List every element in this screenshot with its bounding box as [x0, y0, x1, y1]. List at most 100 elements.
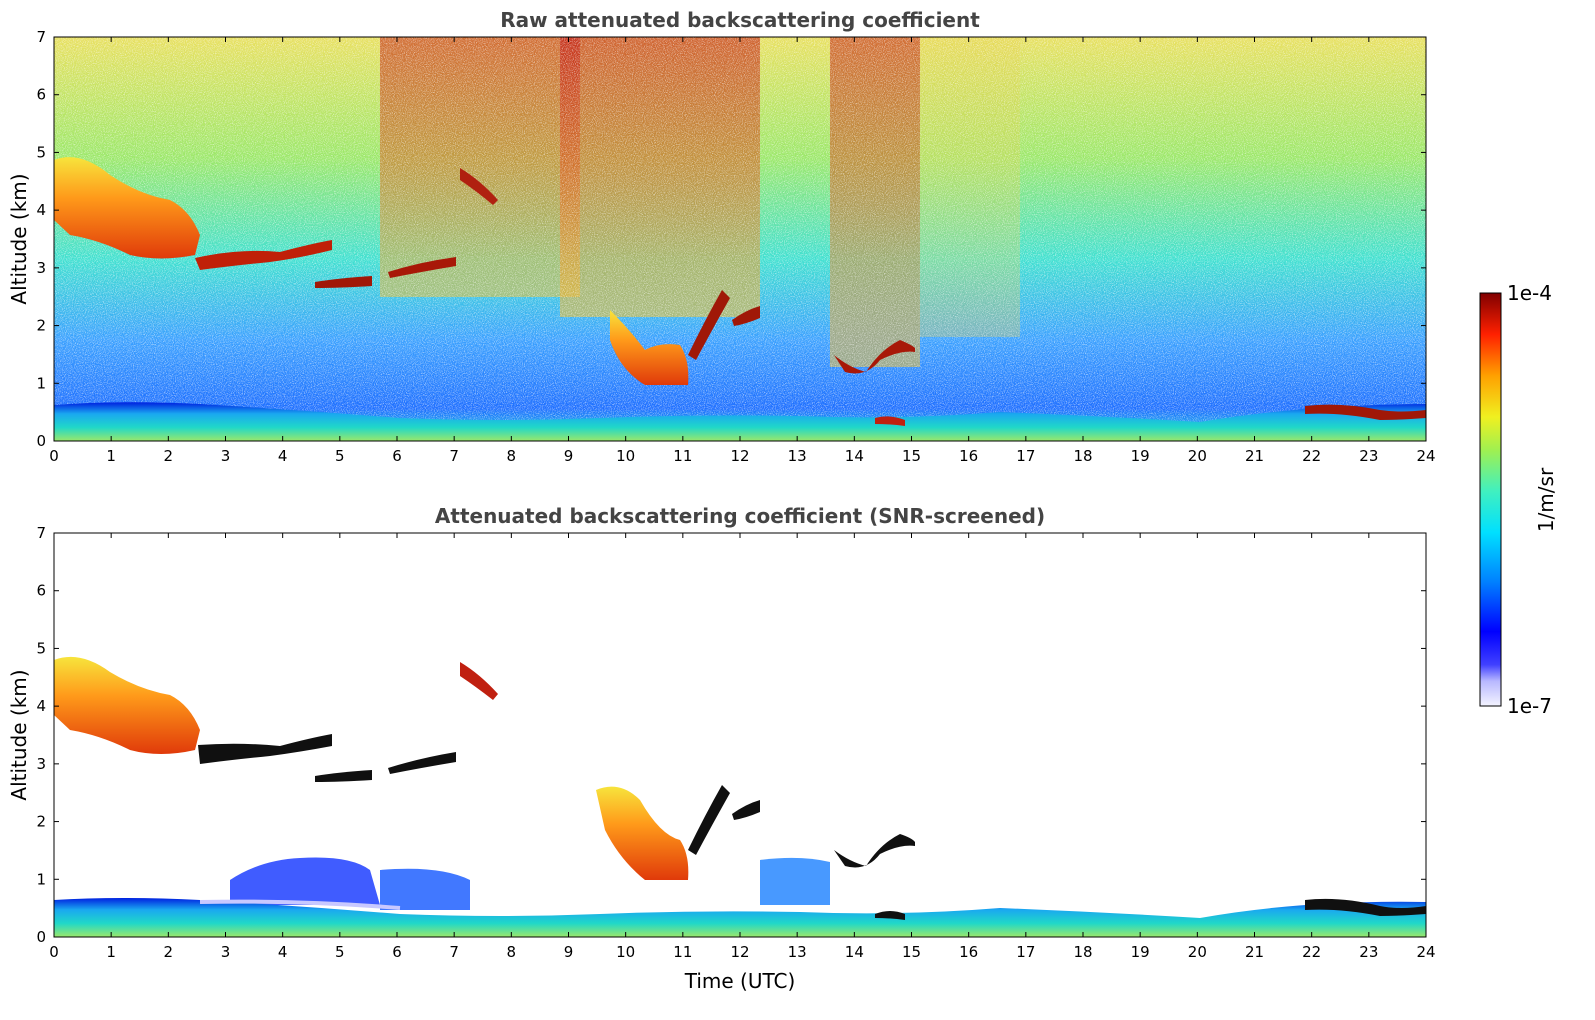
raw-cloud-2 [195, 240, 332, 270]
heatmap-screened [54, 533, 1426, 937]
x-tick-label: 14 [845, 943, 864, 961]
x-tick-label: 7 [449, 943, 459, 961]
x-tick-label: 21 [1245, 943, 1264, 961]
x-tick-label: 8 [507, 447, 517, 465]
screened-streak [199, 899, 401, 910]
screened-cloud-4b [460, 662, 498, 700]
x-tick-label: 21 [1245, 447, 1264, 465]
y-tick-label: 7 [36, 28, 46, 46]
panel-raw: Raw attenuated backscattering coefficien… [7, 8, 1436, 465]
x-tick-label: 8 [507, 943, 517, 961]
x-tick-label: 5 [335, 943, 345, 961]
y-tick-label: 6 [36, 86, 46, 104]
x-tick-label: 11 [673, 943, 692, 961]
y-tick-label: 4 [36, 201, 46, 219]
x-tick-label: 6 [392, 943, 402, 961]
ylabel-screened: Altitude (km) [7, 669, 31, 800]
x-tick-label: 19 [1131, 447, 1150, 465]
heatmap-raw [54, 37, 1426, 441]
x-tick-label: 14 [845, 447, 864, 465]
x-tick-label: 10 [616, 447, 635, 465]
x-tick-label: 22 [1302, 943, 1321, 961]
screened-cloud-5 [596, 786, 689, 880]
colorbar: 1e-4 1e-7 1/m/sr [1479, 281, 1558, 718]
screened-cloud-3 [315, 770, 372, 782]
x-tick-label: 9 [564, 447, 574, 465]
x-tick-label: 10 [616, 943, 635, 961]
x-tick-label: 12 [730, 447, 749, 465]
screened-cloud-6b [732, 800, 760, 820]
x-tick-label: 16 [959, 943, 978, 961]
raw-cloud-7 [834, 340, 915, 374]
x-tick-label: 2 [164, 447, 174, 465]
x-tick-label: 17 [1016, 943, 1035, 961]
y-tick-label: 2 [36, 813, 46, 831]
x-tick-label: 1 [106, 943, 116, 961]
x-tick-label: 0 [49, 943, 59, 961]
ticks-raw: 0 1 2 3 4 5 6 7 8 9 10 11 12 13 14 15 16 17 18 19 20 21 22 23 24… [36, 28, 1435, 465]
raw-cloud-4b [460, 168, 498, 205]
x-tick-label: 20 [1188, 943, 1207, 961]
raw-boundary-layer [54, 402, 1426, 441]
colorbar-units-label: 1/m/sr [1534, 467, 1558, 532]
y-tick-label: 4 [36, 697, 46, 715]
raw-cloud-3 [315, 276, 372, 288]
raw-cloud-4 [388, 257, 456, 278]
x-tick-label: 4 [278, 447, 288, 465]
screened-cloud-1 [54, 656, 200, 754]
colorbar-max-label: 1e-4 [1507, 281, 1552, 305]
ticks-screened: 0 1 2 3 4 5 6 7 8 9 10 11 12 13 14 15 16 17 18 19 20 21 22 23 24… [36, 524, 1435, 961]
x-tick-label: 23 [1359, 447, 1378, 465]
x-tick-label: 24 [1416, 943, 1435, 961]
x-tick-label: 1 [106, 447, 116, 465]
raw-cloud-5 [610, 310, 689, 385]
y-tick-label: 6 [36, 582, 46, 600]
panel-screened: Attenuated backscattering coefficient (S… [7, 504, 1436, 993]
y-tick-label: 5 [36, 639, 46, 657]
x-tick-label: 0 [49, 447, 59, 465]
x-tick-label: 11 [673, 447, 692, 465]
title-screened: Attenuated backscattering coefficient (S… [435, 504, 1045, 528]
x-tick-label: 9 [564, 943, 574, 961]
y-tick-label: 0 [36, 928, 46, 946]
x-tick-label: 4 [278, 943, 288, 961]
y-tick-label: 7 [36, 524, 46, 542]
x-tick-label: 12 [730, 943, 749, 961]
x-tick-label: 20 [1188, 447, 1207, 465]
y-tick-label: 0 [36, 432, 46, 450]
colorbar-min-label: 1e-7 [1507, 694, 1552, 718]
raw-cloud-6b [732, 306, 760, 326]
y-tick-label: 1 [36, 374, 46, 392]
screened-cloud-9 [875, 911, 905, 920]
x-tick-label: 15 [902, 943, 921, 961]
raw-cloud-9 [875, 416, 905, 426]
screened-cloud-8 [1305, 898, 1426, 916]
y-tick-label: 5 [36, 143, 46, 161]
screened-blue-3 [760, 857, 830, 905]
x-tick-label: 16 [959, 447, 978, 465]
x-tick-label: 13 [788, 447, 807, 465]
raw-cloud-1 [54, 157, 200, 259]
screened-cloud-6 [688, 785, 730, 855]
x-tick-label: 23 [1359, 943, 1378, 961]
xlabel-screened: Time (UTC) [684, 969, 796, 993]
x-tick-label: 7 [449, 447, 459, 465]
x-tick-label: 18 [1073, 447, 1092, 465]
y-tick-label: 3 [36, 755, 46, 773]
ylabel-raw: Altitude (km) [7, 173, 31, 304]
raw-noise [54, 37, 1426, 441]
x-tick-label: 15 [902, 447, 921, 465]
raw-cloud-8 [1305, 404, 1426, 420]
x-tick-label: 22 [1302, 447, 1321, 465]
x-tick-label: 2 [164, 943, 174, 961]
raw-cloud-6 [688, 290, 730, 360]
x-tick-label: 3 [221, 447, 231, 465]
title-raw: Raw attenuated backscattering coefficien… [500, 8, 980, 32]
screened-cloud-7 [834, 834, 915, 868]
screened-cloud-4 [388, 752, 456, 774]
screened-cloud-2 [198, 734, 332, 764]
x-tick-label: 13 [788, 943, 807, 961]
screened-blue-1 [230, 857, 380, 905]
colorbar-gradient [1479, 292, 1502, 707]
